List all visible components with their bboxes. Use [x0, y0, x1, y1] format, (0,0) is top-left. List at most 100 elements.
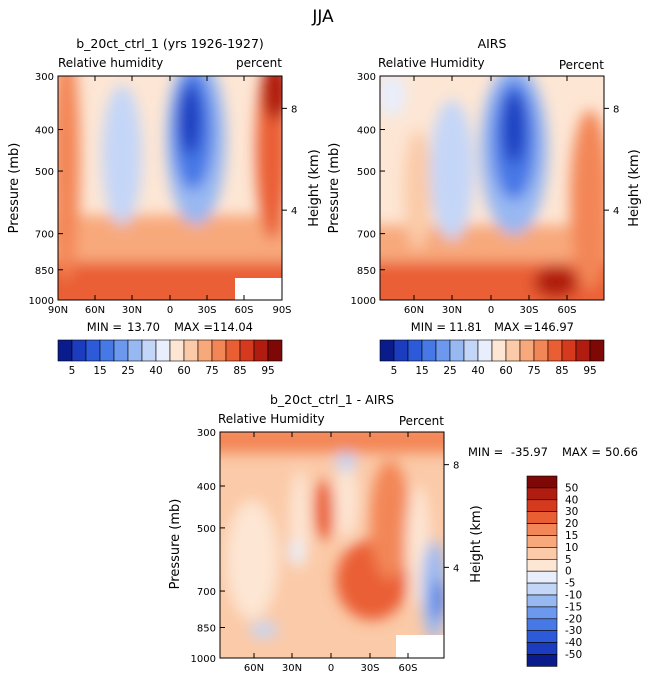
labelbar-airs-box [435, 339, 451, 362]
field-equatorial-pale [334, 462, 358, 538]
labelbar-diff-boxes [526, 475, 558, 667]
labelbar-diff-box [526, 630, 558, 643]
labelbar-airs-label: 85 [555, 365, 568, 377]
panel-diff-x-tick-label: 30N [282, 663, 302, 674]
labelbar-diff-label: -5 [565, 578, 575, 590]
panel-airs-y-tick-label: 700 [357, 230, 376, 241]
labelbar-model-label: 25 [121, 365, 134, 377]
field-south-surface-max [534, 266, 578, 298]
panel-model-ylabel-right: Height (km) [307, 149, 322, 226]
labelbar-airs-box [463, 339, 479, 362]
panel-diff-x-tick-label: 60S [398, 663, 417, 674]
field-north-upper-pale [380, 76, 406, 117]
panel-diff-x-tick-label: 30S [360, 663, 379, 674]
panel-model-y-right-tick-label: 4 [291, 206, 297, 217]
labelbar-diff-label: -50 [565, 649, 582, 661]
labelbar-airs-boxes [379, 339, 605, 362]
labelbar-airs-box [491, 339, 507, 362]
panel-model-y-right-tick-label: 8 [291, 104, 297, 115]
panel-airs-subtitle-left: Relative Humidity [378, 56, 485, 70]
panel-model-subtitle-left: Relative humidity [58, 56, 163, 70]
panel-airs-y-ticks: 300 400 500 700 850 1000 [351, 72, 385, 307]
panel-model-x-tick-label: 30N [122, 305, 142, 316]
labelbar-airs-box [589, 339, 605, 362]
labelbar-diff-label: 30 [565, 506, 578, 518]
labelbar-model-box [253, 339, 269, 362]
field-south-subsidence-core [179, 85, 201, 155]
field-north-subsidence [430, 100, 474, 240]
panel-airs-title: AIRS [478, 36, 507, 51]
panel-diff-subtitle-right: Percent [399, 414, 444, 428]
labelbar-model-label: 95 [261, 365, 274, 377]
panel-airs-y-tick-label: 850 [357, 266, 376, 277]
field-south-pole-upper [262, 76, 282, 120]
labelbar-diff-label: -30 [565, 625, 582, 637]
labelbar-model-box [85, 339, 101, 362]
labelbar-model-label: 60 [177, 365, 190, 377]
labelbar-diff-label: 0 [565, 566, 572, 578]
labelbar-model-box [211, 339, 227, 362]
field-missing-data [396, 635, 444, 658]
labelbar-diff-box [526, 487, 558, 501]
field-north-mid-moist [404, 130, 432, 250]
panel-model-y-tick-label: 500 [35, 167, 54, 178]
labelbar-model-box [127, 339, 143, 362]
labelbar-diff-box [526, 582, 558, 596]
panel-diff-y-ticks: 300 400 500 700 850 1000 [191, 428, 225, 665]
panel-airs-x-tick-label: 30N [442, 305, 462, 316]
panel-airs-y-right-tick-label: 8 [613, 104, 619, 115]
labelbar-diff-box [526, 642, 558, 655]
panel-diff-field [220, 432, 444, 658]
labelbar-diff-label: 20 [565, 518, 578, 530]
labelbar-airs-box [561, 339, 577, 362]
panel-diff-y-right-tick-label: 4 [453, 563, 459, 574]
labelbar-diff-label: 15 [565, 530, 578, 542]
labelbar-diff-box [526, 523, 558, 536]
panel-model: b_20ct_ctrl_1 (yrs 1926-1927) Relative h… [7, 36, 322, 334]
labelbar-model-box [99, 339, 115, 362]
field-south-dry-core [432, 580, 444, 620]
labelbar-diff-box [526, 618, 558, 631]
labelbar-airs-box [477, 339, 493, 362]
panel-airs-x-tick-label: 30S [519, 305, 538, 316]
labelbar-model-label: 85 [233, 365, 246, 377]
panel-diff-y-tick-label: 500 [197, 524, 216, 535]
labelbar-model-label: 75 [205, 365, 218, 377]
labelbar-airs-label: 95 [583, 365, 596, 377]
panel-airs-field [380, 76, 604, 300]
panel-model-y-right-ticks: 84 [282, 104, 297, 217]
panel-airs-y-right-tick-label: 4 [613, 206, 619, 217]
panel-diff-y-tick-label: 1000 [191, 654, 216, 665]
field-equatorial-max [314, 480, 334, 540]
labelbar-airs-box [379, 339, 395, 362]
labelbar-airs-labels: 5 15 25 40 60 75 85 95 [391, 365, 597, 377]
panel-diff-frame [219, 431, 445, 659]
panel-airs: AIRS Relative Humidity Percent 60N 30N 0 30… [327, 36, 642, 334]
labelbar-airs-box [407, 339, 423, 362]
labelbar-diff-box [526, 570, 558, 584]
panel-airs-min-label: MIN = [411, 320, 446, 334]
labelbar-diff-label: -15 [565, 601, 582, 613]
panel-airs-max-label: MAX = [494, 320, 533, 334]
panel-airs-frame [379, 75, 605, 301]
labelbar-airs-label: 60 [499, 365, 512, 377]
panel-model-field [58, 76, 282, 300]
labelbar-airs-label: 25 [443, 365, 456, 377]
panel-airs-max-value: 146.97 [534, 320, 574, 334]
panel-airs-x-ticks: 60N 30N 0 30S 60S [404, 76, 577, 316]
field-south-upper-moist [570, 110, 604, 290]
panel-diff-y-tick-label: 300 [197, 428, 216, 439]
labelbar-airs-box [547, 339, 563, 362]
labelbar-model-box [225, 339, 241, 362]
labelbar-diff-label: 50 [565, 482, 578, 494]
panel-diff-min-label: MIN = [468, 445, 503, 459]
panel-airs-y-tick-label: 400 [357, 126, 376, 137]
panel-diff-y-right-ticks: 84 [444, 461, 459, 574]
panel-model-y-tick-label: 300 [35, 72, 54, 83]
labelbar-airs-label: 75 [527, 365, 540, 377]
field-north-edge-moist [58, 76, 80, 280]
labelbar-diff-box [526, 558, 558, 572]
panel-diff-min-value: -35.97 [511, 445, 548, 459]
